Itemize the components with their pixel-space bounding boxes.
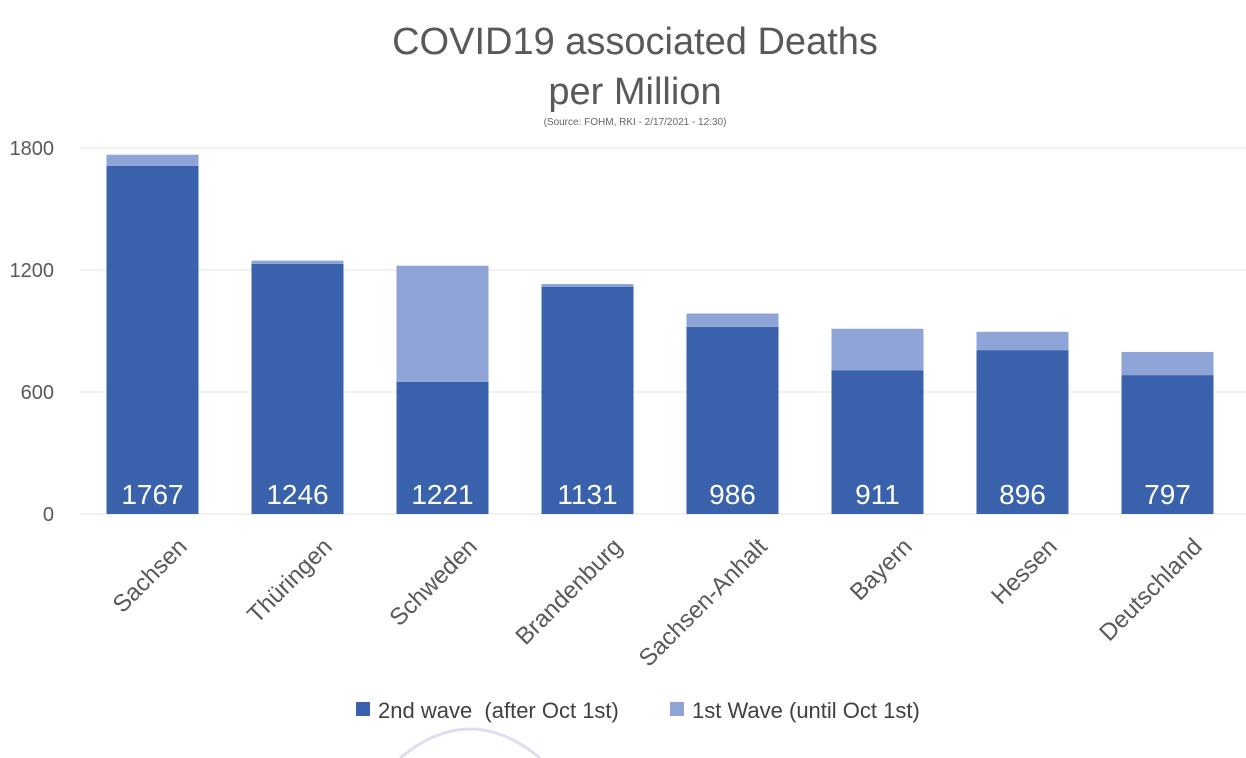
legend: 2nd wave (after Oct 1st) 1st Wave (until… [356, 698, 920, 723]
total-label-7: 797 [1144, 479, 1191, 510]
x-tick-3: Brandenburg [511, 533, 628, 650]
y-tick-0: 0 [43, 504, 54, 526]
bar-1st-wave-4 [686, 313, 779, 327]
x-axis-ticks: Sachsen Thüringen Schweden Brandenburg Sachs… [108, 533, 1208, 672]
x-tick-4: Sachsen-Anhalt [634, 533, 773, 672]
total-label-5: 911 [855, 479, 900, 510]
bar-2nd-wave-3 [541, 286, 634, 514]
legend-swatch-1st-wave [670, 702, 684, 716]
chart-title-line-1: COVID19 associated Deaths [392, 21, 878, 63]
bar-2nd-wave-2 [396, 381, 489, 514]
legend-label-2nd-wave: 2nd wave (after Oct 1st) [378, 698, 619, 723]
x-tick-0: Sachsen [108, 533, 193, 618]
bar-1st-wave-0 [106, 154, 199, 166]
x-tick-2: Schweden [384, 533, 482, 631]
bar-2nd-wave-5 [831, 370, 924, 514]
legend-label-1st-wave: 1st Wave (until Oct 1st) [692, 698, 920, 723]
bar-2nd-wave-6 [976, 350, 1069, 514]
watermark-arc [399, 727, 541, 758]
x-tick-5: Bayern [845, 533, 918, 606]
bar-2nd-wave-1 [251, 263, 344, 514]
bar-1st-wave-7 [1121, 351, 1214, 376]
x-tick-1: Thüringen [242, 533, 338, 629]
chart-subtitle: (Source: FOHM, RKI - 2/17/2021 - 12:30) [544, 117, 727, 128]
total-label-0: 1767 [121, 479, 183, 510]
total-label-2: 1221 [411, 479, 473, 510]
total-label-6: 896 [999, 479, 1046, 510]
y-tick-1800: 1800 [10, 138, 55, 160]
bars [106, 154, 1214, 515]
total-label-3: 1131 [557, 479, 617, 510]
bar-2nd-wave-7 [1121, 375, 1214, 514]
legend-swatch-2nd-wave [356, 702, 370, 716]
x-tick-6: Hessen [986, 533, 1063, 610]
bar-1st-wave-6 [976, 331, 1069, 351]
chart-title-line-2: per Million [548, 71, 721, 113]
bar-1st-wave-5 [831, 328, 924, 371]
total-labels: 1767 1246 1221 1131 986 911 896 797 [121, 479, 1191, 510]
bar-1st-wave-2 [396, 265, 489, 382]
total-label-1: 1246 [266, 479, 328, 510]
y-axis-ticks: 0 600 1200 1800 [10, 138, 55, 526]
bar-1st-wave-3 [541, 284, 634, 287]
y-tick-1200: 1200 [10, 260, 55, 282]
y-tick-600: 600 [21, 382, 54, 404]
x-tick-7: Deutschland [1094, 533, 1207, 646]
bar-2nd-wave-4 [686, 326, 779, 514]
total-label-4: 986 [709, 479, 756, 510]
bar-1st-wave-1 [251, 260, 344, 264]
bar-2nd-wave-0 [106, 165, 199, 515]
